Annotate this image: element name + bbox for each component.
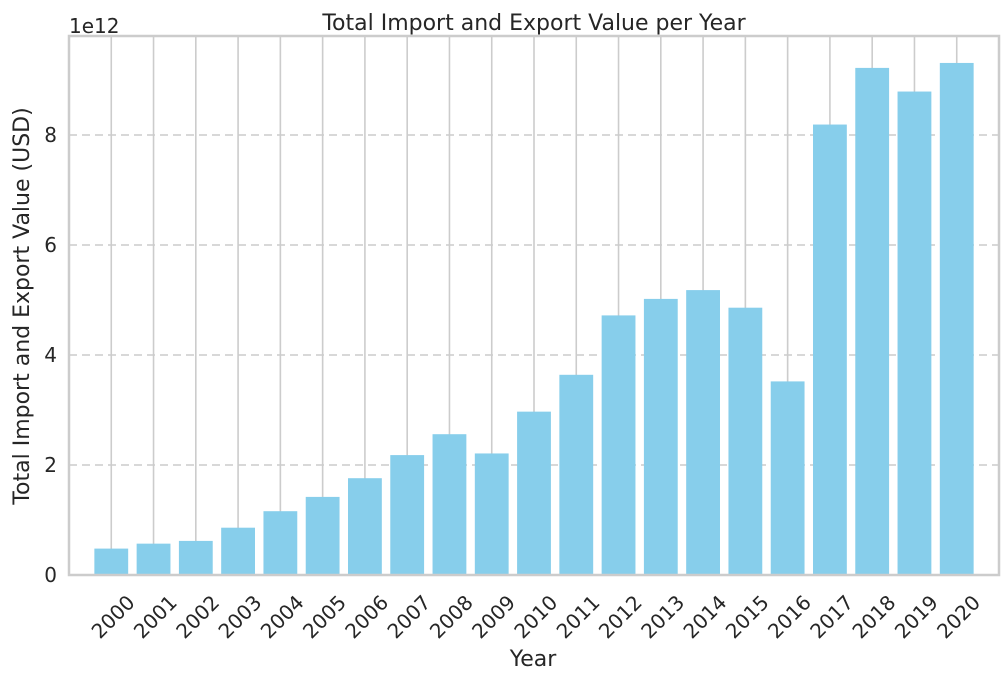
x-tick-label: 2017 xyxy=(805,590,858,643)
x-tick-label: 2001 xyxy=(129,590,182,643)
bars xyxy=(94,62,974,576)
x-axis-label: Year xyxy=(509,647,558,672)
bar-2001 xyxy=(136,543,171,575)
bar-2002 xyxy=(178,540,213,575)
bar-2015 xyxy=(728,307,763,575)
plot-frame xyxy=(67,34,1001,577)
bar-2016 xyxy=(770,381,805,575)
bar-2019 xyxy=(897,91,932,576)
x-tick-label: 2000 xyxy=(87,590,140,643)
x-tick-label: 2004 xyxy=(256,590,309,643)
chart-title: Total Import and Export Value per Year xyxy=(321,11,746,36)
y-tick-label: 0 xyxy=(44,563,57,587)
x-tick-label: 2014 xyxy=(678,590,731,643)
x-tick-label: 2009 xyxy=(467,590,520,643)
bar-2010 xyxy=(517,411,551,575)
y-tick-label: 8 xyxy=(44,123,57,147)
x-tick-label: 2018 xyxy=(848,590,901,643)
x-tick-label: 2011 xyxy=(552,590,605,643)
x-axis-ticks: 2000200120022003200420052006200720082009… xyxy=(87,590,985,643)
bar-2020 xyxy=(939,62,974,575)
bar-2017 xyxy=(813,124,847,576)
bar-2009 xyxy=(474,453,509,575)
bar-2014 xyxy=(686,290,720,575)
y-tick-label: 2 xyxy=(44,453,57,477)
y-axis-offset-label: 1e12 xyxy=(69,14,119,38)
y-tick-label: 4 xyxy=(44,343,57,367)
bar-2007 xyxy=(390,455,425,575)
x-tick-label: 2003 xyxy=(213,590,266,643)
bar-2004 xyxy=(263,511,298,575)
x-tick-label: 2013 xyxy=(636,590,689,643)
bar-2008 xyxy=(432,434,467,575)
bar-2011 xyxy=(559,374,594,575)
bar-2005 xyxy=(305,496,340,575)
y-axis-ticks: 0 2 4 6 8 xyxy=(44,123,57,587)
x-tick-label: 2016 xyxy=(763,590,816,643)
bar-2006 xyxy=(348,478,382,575)
x-tick-label: 2005 xyxy=(298,590,351,643)
bar-2013 xyxy=(643,298,678,575)
x-tick-label: 2010 xyxy=(509,590,562,643)
x-tick-label: 2008 xyxy=(425,590,478,643)
bar-2012 xyxy=(601,315,636,575)
y-tick-label: 6 xyxy=(44,233,57,257)
x-tick-label: 2020 xyxy=(932,590,985,643)
x-tick-label: 2007 xyxy=(383,590,436,643)
y-axis-label: Total Import and Export Value (USD) xyxy=(10,107,35,505)
x-tick-label: 2012 xyxy=(594,590,647,643)
x-tick-label: 2006 xyxy=(340,590,393,643)
axes-frame xyxy=(67,34,1001,577)
bar-2003 xyxy=(221,527,255,575)
x-tick-label: 2019 xyxy=(890,590,943,643)
x-tick-label: 2015 xyxy=(721,590,774,643)
bar-2000 xyxy=(94,548,129,575)
bar-2018 xyxy=(855,67,890,576)
x-tick-label: 2002 xyxy=(171,590,224,643)
